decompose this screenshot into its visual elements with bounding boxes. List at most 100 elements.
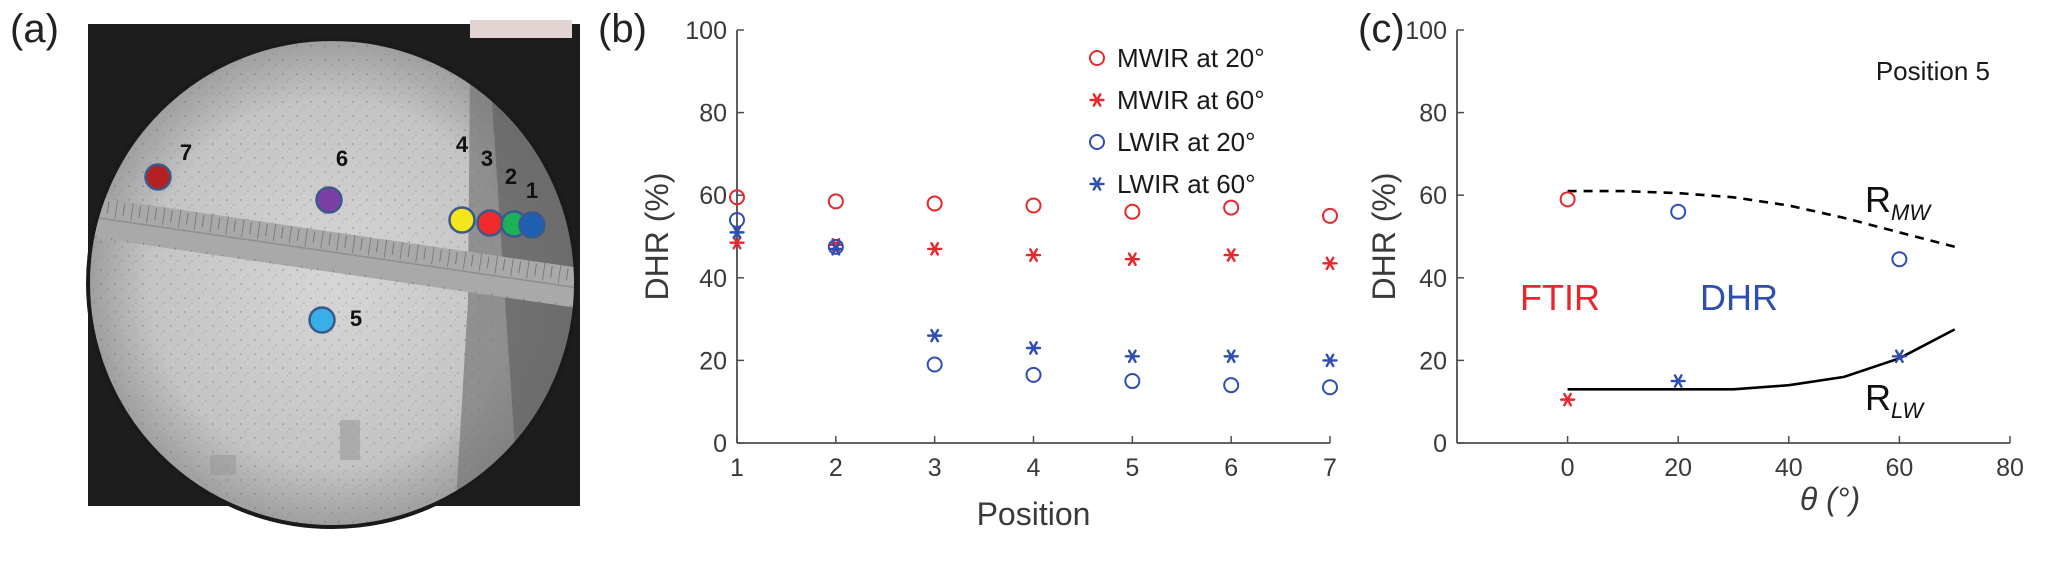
data-point: [1025, 366, 1042, 383]
y-tick-label: 20: [1419, 347, 1447, 375]
disc-patch: [340, 420, 360, 460]
data-point: [729, 225, 745, 240]
data-point: [729, 189, 745, 206]
x-tick-label: 7: [1323, 454, 1337, 482]
data-point-stroke: [831, 242, 841, 256]
curve-label-sub: LW: [1891, 398, 1925, 423]
points-3: [1670, 349, 1908, 388]
data-point: [1124, 349, 1141, 364]
data-point-stroke: [1226, 349, 1236, 364]
y-tick-label: 0: [713, 430, 727, 458]
data-point: [827, 238, 844, 255]
x-axis-label: θ (°): [1800, 481, 1860, 517]
x-axis-label: Position: [977, 496, 1091, 532]
data-point: [1223, 199, 1240, 216]
legend-marker: [1089, 93, 1105, 107]
x-tick-label: 80: [1996, 454, 2024, 482]
y-tick-label: 100: [1405, 17, 1447, 45]
data-point: [1025, 197, 1042, 214]
data-point: [1124, 252, 1141, 267]
y-tick-label: 40: [1419, 265, 1447, 293]
series-0: [729, 189, 1338, 224]
marker-dot-3: [476, 209, 504, 237]
curve-label-0: RMW: [1865, 179, 1932, 225]
data-point-stroke: [732, 225, 742, 240]
data-point: [1891, 349, 1908, 364]
x-tick-label: 20: [1664, 454, 1692, 482]
marker-label-6: 6: [336, 146, 348, 171]
series-2: [729, 211, 1338, 396]
data-point-stroke: [1673, 374, 1683, 388]
x-tick-label: 6: [1224, 454, 1238, 482]
data-point: [1223, 248, 1239, 262]
data-point: [1322, 379, 1338, 396]
data-point-stroke: [930, 328, 940, 343]
y-tick-label: 40: [699, 265, 727, 293]
x-tick-label: 0: [1561, 454, 1575, 482]
marker-dot-4: [448, 206, 476, 234]
x-tick-label: 2: [829, 454, 843, 482]
y-tick-label: 60: [1419, 182, 1447, 210]
marker-label-5: 5: [350, 306, 362, 331]
curve-label-sub: MW: [1891, 200, 1932, 225]
marker-label-4: 4: [456, 132, 469, 157]
y-tick-label: 100: [685, 17, 727, 45]
data-point-stroke: [930, 242, 940, 256]
curve-0: [1567, 189, 1956, 249]
data-point: [1223, 349, 1239, 364]
legend-entry: LWIR at 60°: [1117, 169, 1256, 199]
y-tick-label: 60: [699, 182, 727, 210]
data-point: [827, 193, 844, 210]
points-0: [1559, 191, 1576, 208]
panel-label-a: (a): [10, 7, 59, 51]
legend-marker: [1089, 134, 1105, 150]
x-tick-label: 1: [730, 454, 744, 482]
legend-marker-stroke: [1092, 93, 1102, 107]
curve-label-main: R: [1865, 179, 1891, 220]
y-tick-label: 0: [1433, 430, 1447, 458]
data-point: [1322, 353, 1338, 368]
marker-label-3: 3: [481, 146, 493, 171]
marker-dot-6: [315, 186, 343, 214]
data-point: [1322, 256, 1338, 271]
data-point: [729, 211, 745, 228]
panel-label-b: (b): [598, 7, 647, 51]
data-point-stroke: [1127, 252, 1137, 267]
x-tick-label: 40: [1775, 454, 1803, 482]
data-point: [729, 235, 745, 250]
y-tick-label: 80: [1419, 100, 1447, 128]
annotation-ftir: FTIR: [1520, 277, 1600, 318]
y-tick-label: 20: [699, 347, 727, 375]
marker-label-7: 7: [180, 140, 192, 165]
points-2: [1670, 203, 1908, 268]
data-point: [1670, 374, 1686, 388]
curve-label-1: RLW: [1865, 377, 1925, 423]
curve-1: [1567, 328, 1956, 391]
data-point: [1322, 207, 1338, 224]
data-point-stroke: [1325, 353, 1335, 368]
data-point-stroke: [1029, 341, 1038, 355]
legend-marker: [1089, 177, 1105, 191]
legend-marker: [1089, 50, 1105, 66]
y-axis-label: DHR (%): [1366, 173, 1402, 301]
curve-label-main: R: [1865, 377, 1891, 418]
marker-dot-7: [144, 163, 172, 191]
x-tick-label: 3: [928, 454, 942, 482]
marker-label-2: 2: [505, 164, 517, 189]
data-point: [1124, 373, 1141, 390]
data-point-stroke: [732, 235, 742, 250]
data-point-stroke: [1226, 248, 1236, 262]
data-point-stroke: [1894, 349, 1904, 364]
data-point-stroke: [1325, 256, 1335, 271]
marker-label-1: 1: [526, 178, 538, 203]
annotation-dhr: DHR: [1700, 277, 1778, 318]
points-1: [1559, 392, 1576, 407]
data-point: [926, 356, 943, 373]
data-point: [926, 328, 943, 343]
data-point: [1223, 377, 1240, 394]
data-point-stroke: [1029, 248, 1038, 262]
data-point: [926, 195, 943, 212]
